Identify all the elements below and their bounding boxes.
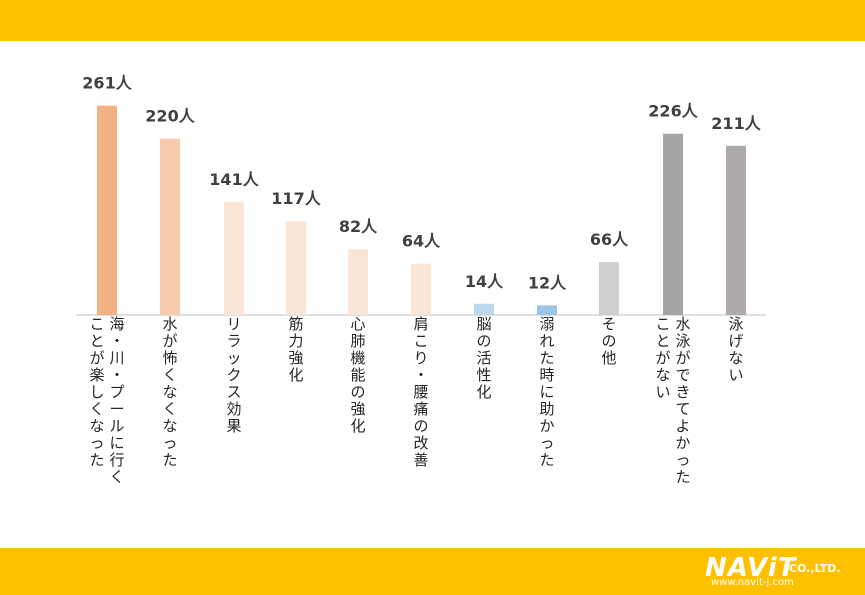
category-label-1-line-2: ことが楽しくなった bbox=[89, 315, 104, 469]
value-label-5: 82人 bbox=[339, 217, 378, 236]
category-label-8: 溺れた時に助かった bbox=[539, 315, 554, 469]
value-label-1: 261人 bbox=[82, 74, 132, 93]
top-banner bbox=[0, 0, 865, 41]
value-label-6: 64人 bbox=[402, 232, 441, 251]
value-label-4: 117人 bbox=[271, 189, 321, 208]
bar-5 bbox=[348, 249, 368, 315]
bar-1 bbox=[97, 105, 117, 315]
value-label-11: 211人 bbox=[711, 114, 761, 133]
logo-company-suffix: CO.,LTD. bbox=[789, 562, 841, 575]
bar-2 bbox=[160, 138, 180, 315]
bar-9 bbox=[599, 262, 619, 315]
category-label-5: 心肺機能の強化 bbox=[350, 315, 365, 435]
category-label-2: 水が怖くなくなった bbox=[162, 315, 177, 469]
logo-url: www.navit-j.com bbox=[711, 577, 794, 588]
category-label-9: その他 bbox=[601, 315, 616, 367]
category-label-1-line-1: 海・川・プールに行く bbox=[109, 315, 124, 486]
category-label-10-line-1: 水泳ができてよかった bbox=[675, 315, 690, 486]
bar-7 bbox=[474, 303, 494, 315]
bar-10 bbox=[663, 133, 683, 315]
bar-8 bbox=[537, 305, 557, 315]
value-label-9: 66人 bbox=[590, 230, 629, 249]
bar-3 bbox=[224, 201, 244, 315]
value-label-2: 220人 bbox=[145, 107, 195, 126]
category-label-6: 肩こり・腰痛の改善 bbox=[413, 315, 428, 469]
value-label-10: 226人 bbox=[648, 102, 698, 121]
value-label-3: 141人 bbox=[209, 170, 259, 189]
navit-logo: NAViT CO.,LTD. www.navit-j.com bbox=[705, 553, 855, 591]
bottom-banner bbox=[0, 548, 865, 595]
value-label-8: 12人 bbox=[528, 273, 567, 292]
category-label-3: リラックス効果 bbox=[226, 315, 241, 435]
category-label-11: 泳げない bbox=[728, 315, 743, 384]
logo-main-text: NAViT bbox=[705, 553, 797, 583]
value-label-7: 14人 bbox=[465, 272, 504, 291]
category-label-10-line-2: ことがない bbox=[655, 315, 670, 401]
category-label-4: 筋力強化 bbox=[288, 315, 303, 384]
bar-11 bbox=[726, 145, 746, 315]
category-label-7: 脳の活性化 bbox=[476, 315, 491, 401]
bar-6 bbox=[411, 263, 431, 315]
bar-4 bbox=[286, 221, 306, 315]
